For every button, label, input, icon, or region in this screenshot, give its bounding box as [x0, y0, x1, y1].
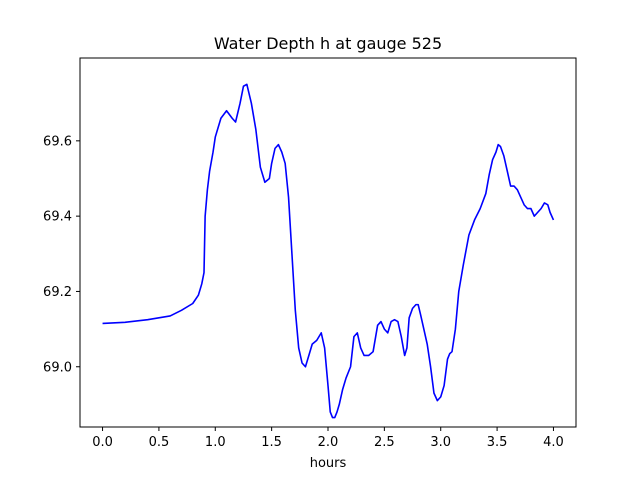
series-line-0 — [102, 83, 555, 419]
y-tick-label: 69.0 — [43, 360, 72, 375]
y-tick-label: 69.2 — [43, 285, 72, 300]
chart-title: Water Depth h at gauge 525 — [214, 34, 442, 53]
x-tick-label: 3.5 — [487, 435, 508, 450]
y-tick-label: 69.6 — [43, 134, 72, 149]
x-tick-label: 3.0 — [430, 435, 451, 450]
x-tick-label: 2.0 — [318, 435, 339, 450]
x-tick-label: 1.0 — [205, 435, 226, 450]
axis-ticks: 0.0 0.5 1.0 1.5 2.0 2.5 3.0 3.5 4.0 69.0 69.2 69.4 6… — [43, 134, 564, 450]
x-tick-label: 0.5 — [149, 435, 170, 450]
x-tick-label: 2.5 — [374, 435, 395, 450]
x-axis-label: hours — [310, 456, 347, 471]
x-tick-label: 4.0 — [543, 435, 564, 450]
y-tick-label: 69.4 — [43, 210, 72, 225]
x-tick-label: 1.5 — [261, 435, 282, 450]
axes-frame — [79, 57, 577, 428]
plot-area — [102, 83, 555, 419]
x-tick-label: 0.0 — [92, 435, 113, 450]
